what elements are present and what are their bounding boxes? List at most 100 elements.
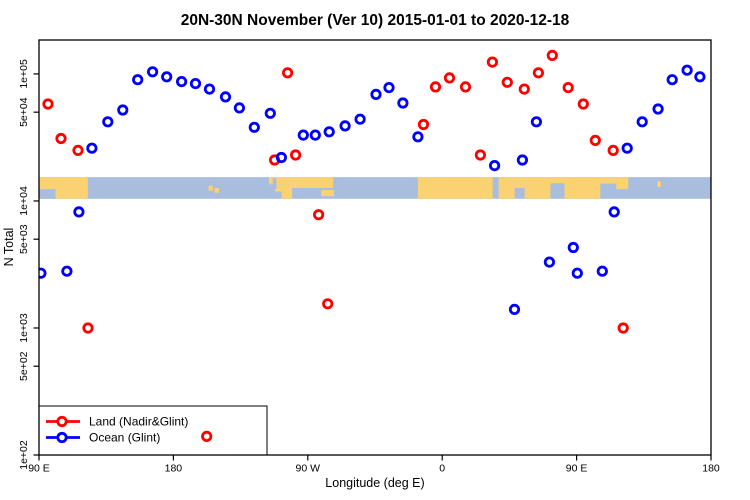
y-tick-label: 5e+04 bbox=[18, 97, 30, 127]
map-land-patch bbox=[524, 177, 551, 199]
map-ocean-patch bbox=[39, 189, 56, 199]
ocean-data-point bbox=[275, 151, 287, 164]
ocean-data-point bbox=[219, 91, 232, 103]
ocean-data-point bbox=[248, 121, 260, 133]
y-axis: 1e+05 5e+04 1e+04 5e+03 1e+03 5e+02 1e+02 bbox=[18, 59, 39, 470]
ocean-data-point bbox=[608, 206, 620, 218]
ocean-data-point bbox=[264, 107, 276, 119]
legend-item-ocean: Ocean (Glint) bbox=[46, 431, 160, 445]
ocean-data-point bbox=[508, 303, 521, 315]
ocean-data-point bbox=[596, 265, 608, 277]
ocean-data-point bbox=[309, 129, 321, 141]
land-data-point bbox=[501, 76, 513, 88]
map-land-patch bbox=[564, 177, 601, 199]
land-data-point bbox=[617, 322, 629, 334]
legend-box bbox=[38, 405, 268, 456]
x-tick-label: 180 bbox=[165, 463, 183, 475]
ocean-data-point bbox=[102, 116, 114, 128]
ocean-data-point bbox=[621, 142, 633, 154]
land-data-point bbox=[474, 149, 486, 161]
land-data-point bbox=[577, 98, 589, 110]
ocean-data-point bbox=[694, 71, 706, 83]
land-data-point bbox=[546, 49, 558, 62]
land-data-point bbox=[607, 144, 619, 156]
ocean-data-point bbox=[297, 129, 309, 141]
ocean-data-point bbox=[61, 265, 73, 277]
map-land-patch bbox=[214, 187, 219, 193]
ocean-data-point bbox=[652, 103, 664, 115]
map-land-patch bbox=[498, 177, 515, 199]
legend-land-marker-icon bbox=[56, 415, 68, 428]
ocean-data-point bbox=[323, 126, 335, 138]
land-data-point bbox=[55, 132, 67, 145]
land-data-point bbox=[281, 67, 294, 79]
y-tick-label: 1e+02 bbox=[18, 440, 30, 470]
x-tick-label: 90 E bbox=[566, 463, 588, 475]
map-land-patch bbox=[514, 177, 525, 188]
x-tick-label: 180 bbox=[702, 463, 720, 475]
map-land-patch bbox=[616, 177, 629, 190]
ocean-data-point bbox=[397, 97, 409, 109]
land-data-point bbox=[82, 322, 94, 334]
land-data-point bbox=[322, 298, 334, 310]
ocean-data-point bbox=[666, 74, 678, 86]
land-data-point bbox=[589, 134, 601, 146]
ocean-data-point bbox=[530, 116, 543, 128]
legend: Land (Nadir&Glint) Ocean (Glint) bbox=[38, 405, 268, 456]
ocean-data-point bbox=[636, 116, 648, 128]
ocean-data-point bbox=[117, 104, 129, 116]
map-land-patch bbox=[550, 177, 565, 184]
land-data-point bbox=[486, 56, 498, 68]
map-ocean-patch bbox=[272, 178, 277, 190]
ocean-data-point bbox=[412, 131, 424, 143]
land-data-point bbox=[417, 118, 430, 131]
map-land-patch bbox=[417, 177, 493, 199]
ocean-data-point bbox=[370, 88, 382, 101]
x-axis-title: Longitude (deg E) bbox=[325, 476, 424, 490]
ocean-data-point bbox=[354, 113, 366, 125]
y-tick-label: 1e+03 bbox=[18, 313, 30, 343]
map-land-patch bbox=[321, 190, 334, 197]
x-tick-label: 90 W bbox=[296, 463, 321, 475]
map-land-patch bbox=[208, 185, 213, 191]
data-points-layer bbox=[39, 49, 706, 442]
map-land-patch bbox=[657, 181, 661, 187]
ocean-data-point bbox=[339, 120, 351, 132]
world-map-band bbox=[39, 177, 711, 199]
y-tick-label: 1e+04 bbox=[18, 186, 30, 216]
land-data-point bbox=[201, 430, 213, 442]
legend-ocean-marker-icon bbox=[56, 431, 68, 444]
legend-label-land: Land (Nadir&Glint) bbox=[89, 415, 188, 429]
x-tick-label: 90 E bbox=[28, 463, 50, 475]
land-data-point bbox=[72, 144, 84, 156]
ocean-data-point bbox=[73, 206, 85, 218]
y-tick-label: 5e+02 bbox=[18, 351, 30, 381]
land-data-point bbox=[562, 82, 574, 94]
ocean-data-point bbox=[571, 267, 583, 279]
ocean-data-point bbox=[161, 71, 173, 83]
y-tick-label: 5e+03 bbox=[18, 224, 30, 254]
ocean-data-point bbox=[567, 241, 579, 254]
land-data-point bbox=[429, 81, 442, 93]
land-data-point bbox=[312, 209, 325, 221]
map-land-patch bbox=[600, 177, 617, 184]
ocean-data-point bbox=[383, 82, 395, 94]
ocean-data-point bbox=[488, 160, 501, 172]
y-tick-label: 1e+05 bbox=[18, 59, 30, 89]
map-land-patch bbox=[268, 177, 293, 185]
ocean-data-point bbox=[86, 142, 98, 154]
legend-item-land: Land (Nadir&Glint) bbox=[46, 415, 188, 429]
ocean-data-point bbox=[132, 74, 144, 86]
ocean-data-point bbox=[147, 66, 159, 78]
land-data-point bbox=[518, 83, 530, 95]
land-data-point bbox=[459, 81, 472, 93]
y-axis-title: N Total bbox=[2, 228, 16, 267]
land-data-point bbox=[443, 72, 456, 84]
land-data-point bbox=[289, 149, 302, 161]
x-axis: 90 E 180 90 W 0 90 E 180 bbox=[28, 455, 720, 475]
legend-label-ocean: Ocean (Glint) bbox=[89, 431, 160, 445]
x-tick-label: 0 bbox=[439, 463, 445, 475]
